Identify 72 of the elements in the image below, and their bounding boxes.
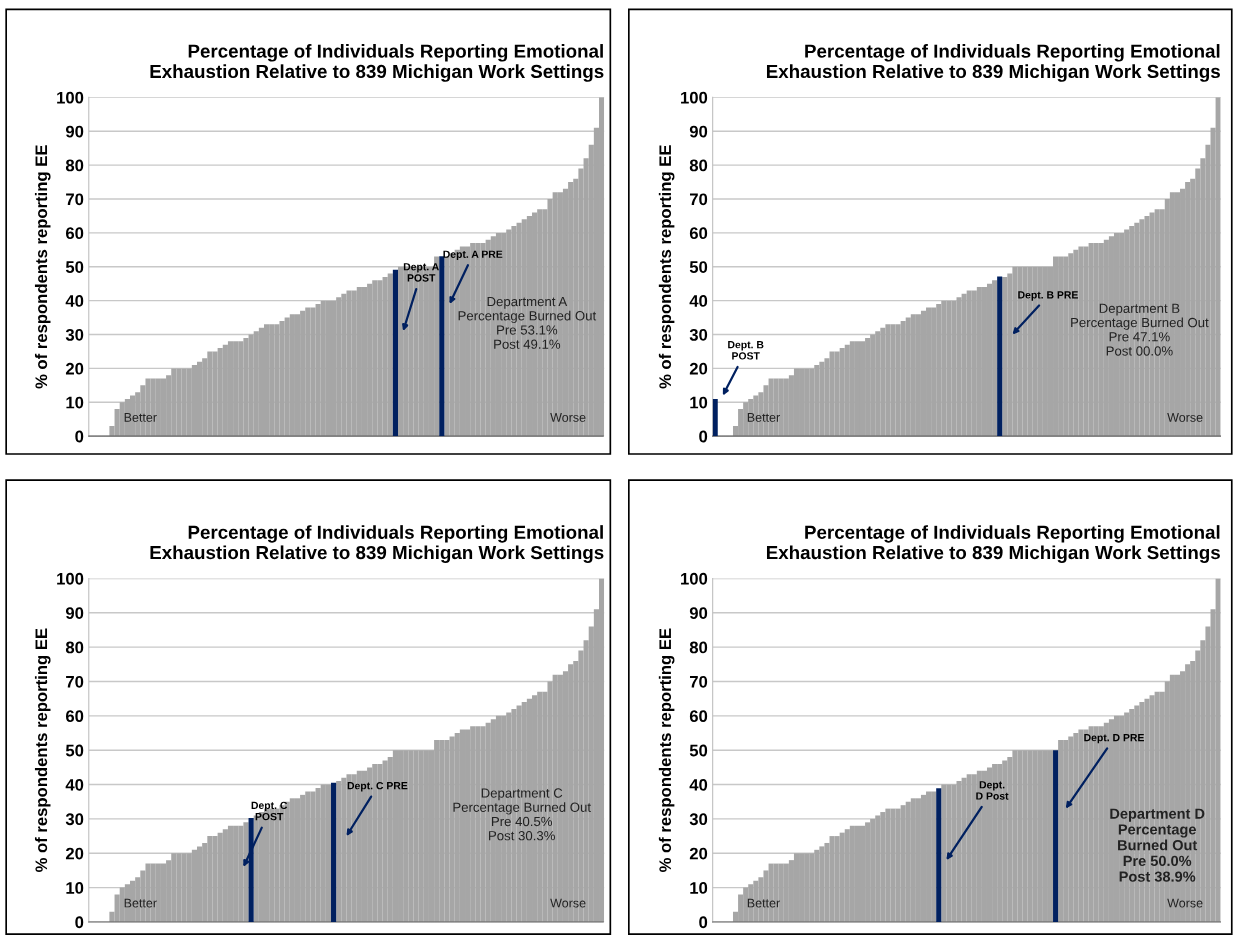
y-tick-label: 60 — [689, 227, 708, 240]
y-tick-label: 50 — [65, 744, 84, 757]
y-tick-label: 100 — [57, 572, 84, 585]
annotation: Dept. B PRE — [1018, 291, 1078, 301]
annotation: Worse — [1167, 413, 1203, 422]
y-tick-label: 100 — [681, 572, 708, 585]
annotation: Dept. D PRE — [1084, 734, 1144, 744]
y-tick-label: 80 — [65, 159, 84, 172]
y-tick-label: 70 — [66, 193, 84, 206]
annotation: Dept. C PRE — [347, 781, 408, 792]
y-axis-title: % of respondents reporting EE — [34, 628, 51, 873]
y-tick-label: 60 — [65, 710, 84, 723]
annotation: Better — [124, 413, 157, 422]
chart-title: Percentage of Individuals Reporting Emotional Exhaustion Relative to 839 Michigan Work Settings — [150, 44, 604, 82]
y-tick-label: 10 — [690, 882, 708, 894]
y-tick-label: 60 — [65, 227, 84, 240]
y-tick-label: 20 — [65, 362, 84, 375]
y-tick-label: 0 — [75, 916, 84, 929]
y-tick-label: 50 — [65, 261, 84, 273]
y-tick-label: 70 — [66, 675, 84, 688]
y-tick-label: 0 — [699, 430, 708, 443]
y-tick-label: 60 — [689, 710, 708, 723]
annotation: Department D Percentage Burned Out Pre 50.0% Post 38.9% — [1110, 808, 1205, 882]
y-tick-label: 50 — [689, 261, 708, 273]
annotation: Better — [747, 898, 780, 908]
y-tick-label: 80 — [65, 641, 84, 654]
annotation: Dept. B POST — [728, 341, 764, 360]
y-axis-title: % of respondents reporting EE — [658, 628, 675, 873]
y-tick-label: 10 — [66, 396, 84, 409]
annotation: Better — [124, 898, 157, 908]
y-tick-label: 90 — [65, 607, 84, 619]
chart-title: Percentage of Individuals Reporting Emotional Exhaustion Relative to 839 Michigan Work Settings — [766, 525, 1220, 563]
annotation: Dept. A POST — [403, 263, 439, 282]
y-tick-label: 90 — [689, 607, 708, 619]
annotation: Department B Percentage Burned Out Pre 47.1% Post 00.0% — [1071, 303, 1209, 356]
y-axis-title: % of respondents reporting EE — [34, 145, 51, 389]
y-tick-label: 10 — [690, 396, 708, 409]
y-tick-label: 0 — [75, 430, 84, 443]
y-tick-label: 20 — [689, 362, 708, 375]
annotation: Dept. D Post — [976, 781, 1009, 800]
annotation: Worse — [550, 413, 586, 422]
y-tick-label: 30 — [689, 328, 708, 341]
y-tick-label: 100 — [681, 91, 708, 104]
y-tick-label: 10 — [66, 882, 84, 894]
y-tick-label: 70 — [689, 675, 708, 688]
y-tick-label: 30 — [65, 328, 84, 341]
y-tick-label: 30 — [689, 813, 708, 826]
annotation: Dept. A PRE — [443, 250, 503, 260]
chart-title: Percentage of Individuals Reporting Emotional Exhaustion Relative to 839 Michigan Work Settings — [150, 525, 604, 563]
y-tick-label: 30 — [65, 813, 84, 826]
annotation: Better — [747, 413, 780, 422]
y-tick-label: 100 — [57, 91, 84, 104]
y-tick-label: 20 — [65, 847, 84, 860]
y-tick-label: 0 — [699, 916, 708, 929]
y-tick-label: 90 — [689, 125, 708, 138]
y-tick-label: 70 — [689, 193, 708, 206]
annotation: Dept. C POST — [251, 801, 288, 821]
annotation: Worse — [1167, 898, 1203, 908]
annotation: Department C Percentage Burned Out Pre 40.5% Post 30.3% — [453, 788, 591, 841]
annotation: Worse — [550, 898, 586, 908]
annotation: Department A Percentage Burned Out Pre 53.1% Post 49.1% — [458, 297, 597, 349]
chart-title: Percentage of Individuals Reporting Emotional Exhaustion Relative to 839 Michigan Work Settings — [766, 44, 1220, 82]
y-axis-title: % of respondents reporting EE — [658, 145, 675, 389]
y-tick-label: 80 — [689, 641, 708, 654]
y-tick-label: 90 — [65, 125, 84, 138]
y-tick-label: 40 — [689, 778, 708, 791]
y-tick-label: 80 — [689, 159, 708, 172]
y-tick-label: 50 — [689, 744, 708, 757]
y-tick-label: 40 — [689, 295, 708, 307]
y-tick-label: 40 — [65, 778, 84, 791]
y-tick-label: 20 — [689, 847, 708, 860]
y-tick-label: 40 — [65, 295, 84, 307]
